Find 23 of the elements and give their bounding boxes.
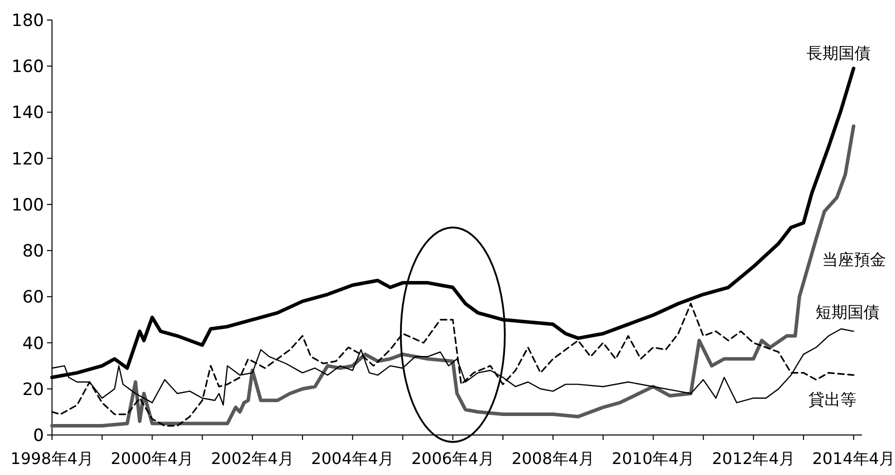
series-label: 貸出等 <box>808 390 857 410</box>
y-tick-label: 180 <box>12 11 44 31</box>
x-tick-label: 2008年4月 <box>512 449 594 468</box>
series-label: 当座預金 <box>822 250 886 270</box>
x-tick-label: 2002年4月 <box>210 449 294 468</box>
y-tick-label: 40 <box>22 334 44 354</box>
y-tick-label: 0 <box>33 426 44 446</box>
x-tick-label: 2012年4月 <box>712 449 795 468</box>
y-tick-label: 80 <box>22 242 44 262</box>
y-tick-label: 60 <box>22 288 44 308</box>
series-label: 短期国債 <box>816 302 880 322</box>
x-tick-label: 2006年4月 <box>411 449 494 468</box>
y-tick-label: 100 <box>12 195 44 216</box>
x-tick-label: 1998年4月 <box>10 449 94 468</box>
y-tick-label: 20 <box>22 380 44 400</box>
x-tick-label: 2004年4月 <box>311 449 394 468</box>
x-tick-label: 2010年4月 <box>612 449 695 468</box>
series-label: 長期国債 <box>806 43 871 62</box>
y-tick-label: 160 <box>12 57 44 78</box>
y-tick-label: 140 <box>12 103 44 124</box>
x-tick-label: 2000年4月 <box>110 449 194 468</box>
x-tick-label: 2014年4月 <box>812 449 895 468</box>
y-tick-label: 120 <box>12 149 44 170</box>
